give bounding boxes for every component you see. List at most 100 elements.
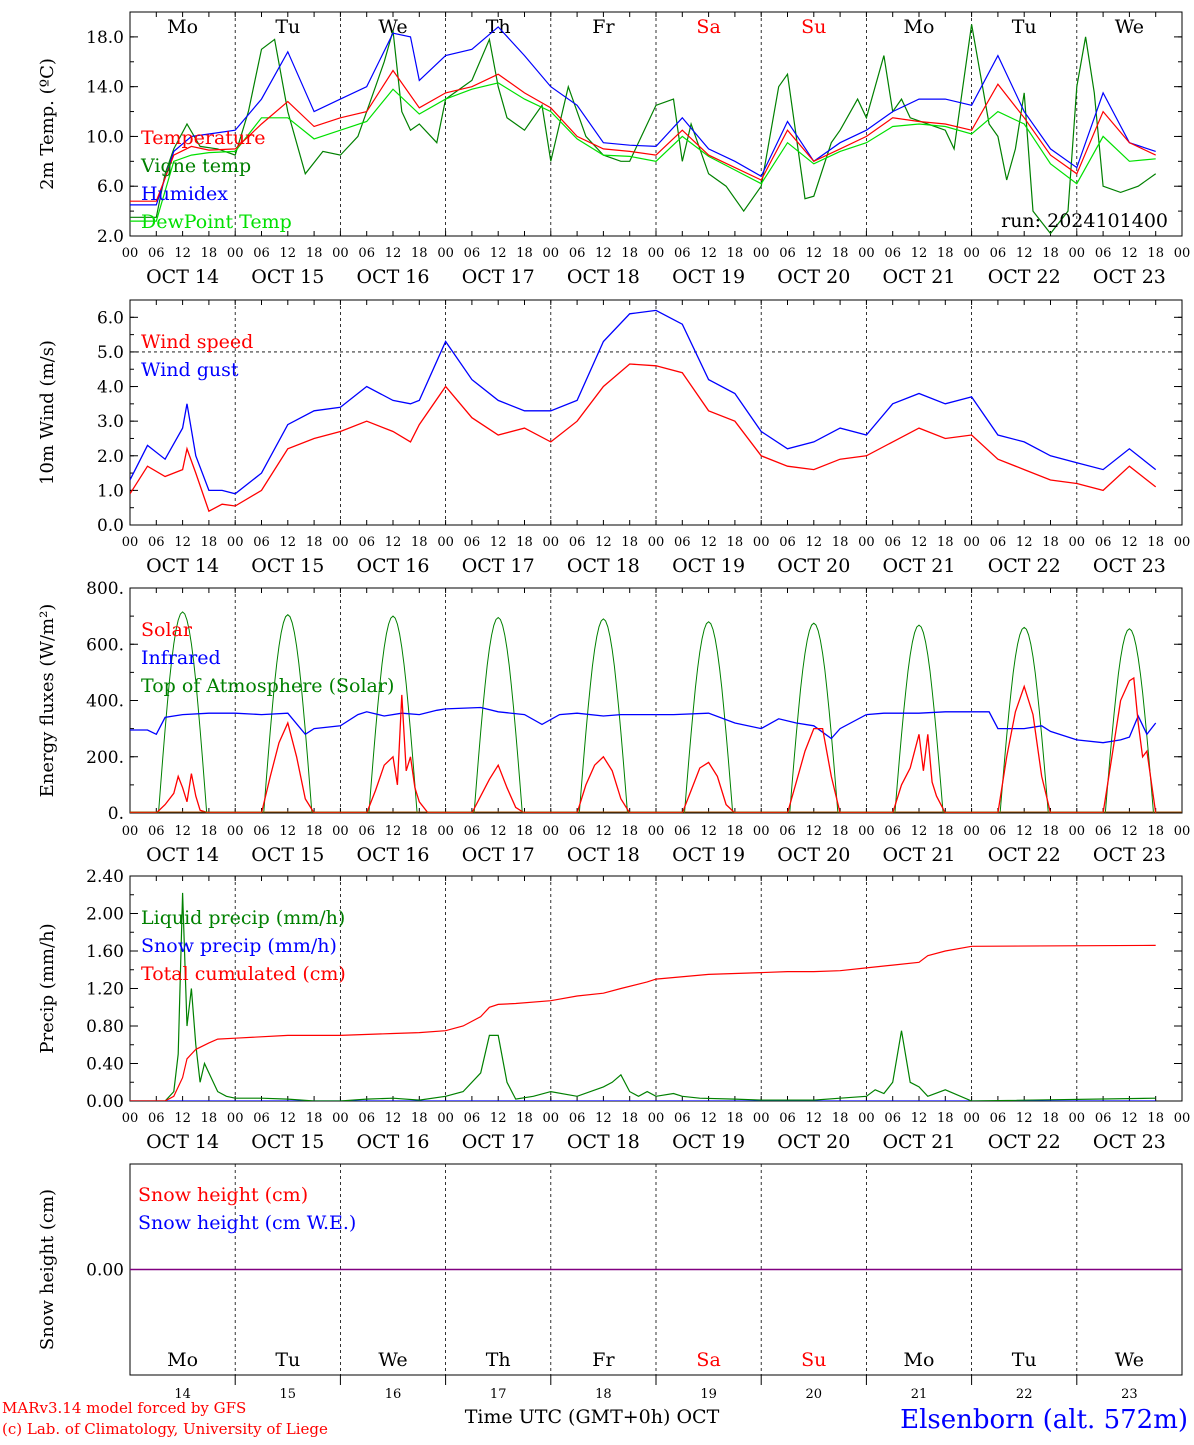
date-label: OCT 18 (567, 1131, 640, 1153)
hour-label: 18 (201, 535, 218, 550)
series-infrared (130, 706, 1157, 744)
y-tick-label: 6.0 (97, 308, 124, 328)
hour-label: 00 (543, 824, 560, 839)
hour-label: 18 (832, 246, 849, 261)
day-name: We (1115, 16, 1144, 38)
date-label: OCT 17 (462, 266, 535, 288)
y-tick-label: 0.0 (97, 516, 124, 536)
legend-entry: Humidex (141, 183, 228, 205)
hour-label: 12 (280, 824, 297, 839)
y-tick-label: 1.20 (86, 980, 124, 1000)
day-number: 21 (911, 1387, 928, 1402)
day-name: We (378, 1349, 407, 1371)
legend-entry: Infrared (141, 647, 221, 669)
hour-label: 12 (1016, 824, 1033, 839)
y-tick-label: 200. (86, 748, 124, 768)
legend-entry: Wind gust (141, 359, 239, 381)
hour-label: 06 (253, 824, 270, 839)
hour-label: 18 (516, 1111, 533, 1126)
hour-label: 00 (543, 535, 560, 550)
hour-label: 12 (700, 535, 717, 550)
series-toa-solar (578, 618, 628, 813)
date-label: OCT 16 (356, 844, 429, 866)
legend-entry: Snow precip (mm/h) (141, 935, 337, 957)
panel-2: 0.0 1.0 2.0 3.0 4.0 5.0 6.0 10m Wind (m/s) 00 06 1… (37, 299, 1190, 577)
date-label: OCT 17 (462, 555, 535, 577)
hour-label: 12 (1121, 824, 1138, 839)
date-label: OCT 17 (462, 1131, 535, 1153)
series-toa-solar (158, 611, 208, 813)
legend-entry: Wind speed (141, 331, 253, 353)
hour-label: 06 (990, 246, 1007, 261)
hour-label: 06 (569, 535, 586, 550)
hour-label: 18 (1147, 246, 1164, 261)
hour-label: 12 (490, 824, 507, 839)
hour-label: 00 (122, 1111, 139, 1126)
hour-label: 00 (122, 246, 139, 261)
hour-label: 12 (385, 246, 402, 261)
hour-label: 12 (700, 246, 717, 261)
hour-label: 06 (674, 824, 691, 839)
hour-label: 00 (1069, 535, 1086, 550)
hour-label: 00 (332, 824, 349, 839)
hour-label: 06 (779, 1111, 796, 1126)
hour-label: 06 (464, 535, 481, 550)
day-name: Tu (1012, 16, 1037, 38)
hour-label: 18 (727, 246, 744, 261)
date-label: OCT 22 (988, 1131, 1061, 1153)
hour-label: 06 (884, 535, 901, 550)
legend-entry: DewPoint Temp (141, 211, 292, 233)
hour-label: 00 (963, 824, 980, 839)
hour-label: 00 (122, 535, 139, 550)
y-tick-label: 400. (86, 692, 124, 712)
y-tick-label: 2.00 (86, 905, 124, 925)
y-axis-label: 2m Temp. (ºC) (37, 58, 58, 190)
series-toa-solar (789, 622, 839, 813)
hour-label: 18 (621, 1111, 638, 1126)
series-wind-gust (130, 309, 1157, 495)
day-name: Sa (696, 16, 720, 38)
hour-label: 18 (937, 824, 954, 839)
hour-label: 12 (174, 246, 191, 261)
y-tick-label: 800. (86, 579, 124, 599)
hour-label: 00 (648, 535, 665, 550)
hour-label: 06 (253, 246, 270, 261)
hour-label: 00 (122, 824, 139, 839)
date-label: OCT 19 (672, 266, 745, 288)
hour-label: 06 (464, 246, 481, 261)
hour-label: 18 (516, 246, 533, 261)
hour-label: 06 (1095, 824, 1112, 839)
day-name: Sa (696, 1349, 720, 1371)
hour-label: 18 (411, 535, 428, 550)
date-label: OCT 21 (882, 844, 955, 866)
model-credit: MARv3.14 model forced by GFS (2, 1399, 246, 1417)
y-tick-label: 2.0 (97, 447, 124, 467)
hour-label: 06 (990, 824, 1007, 839)
hour-label: 00 (753, 535, 770, 550)
day-name: We (378, 16, 407, 38)
y-tick-label: 14.0 (86, 78, 124, 98)
date-label: OCT 18 (567, 266, 640, 288)
y-tick-label: 0.80 (86, 1017, 124, 1037)
x-axis-label: Time UTC (GMT+0h) OCT (465, 1406, 720, 1428)
hour-label: 12 (385, 824, 402, 839)
y-tick-label: 10.0 (86, 127, 124, 147)
hour-label: 18 (306, 824, 323, 839)
series-toa-solar (684, 621, 734, 813)
series-total-cumulated-cm- (130, 944, 1156, 1101)
series-toa-solar (999, 626, 1049, 813)
hour-label: 18 (516, 824, 533, 839)
run-label: run: 2024101400 (1001, 210, 1168, 232)
hour-label: 06 (464, 824, 481, 839)
hour-label: 00 (753, 1111, 770, 1126)
day-name: Mo (904, 16, 935, 38)
hour-label: 12 (911, 824, 928, 839)
hour-label: 00 (963, 246, 980, 261)
date-label: OCT 23 (1093, 844, 1166, 866)
hour-label: 06 (1095, 1111, 1112, 1126)
hour-label: 18 (937, 1111, 954, 1126)
hour-label: 12 (385, 1111, 402, 1126)
series-vigne-temp (130, 24, 1157, 235)
hour-label: 18 (727, 824, 744, 839)
